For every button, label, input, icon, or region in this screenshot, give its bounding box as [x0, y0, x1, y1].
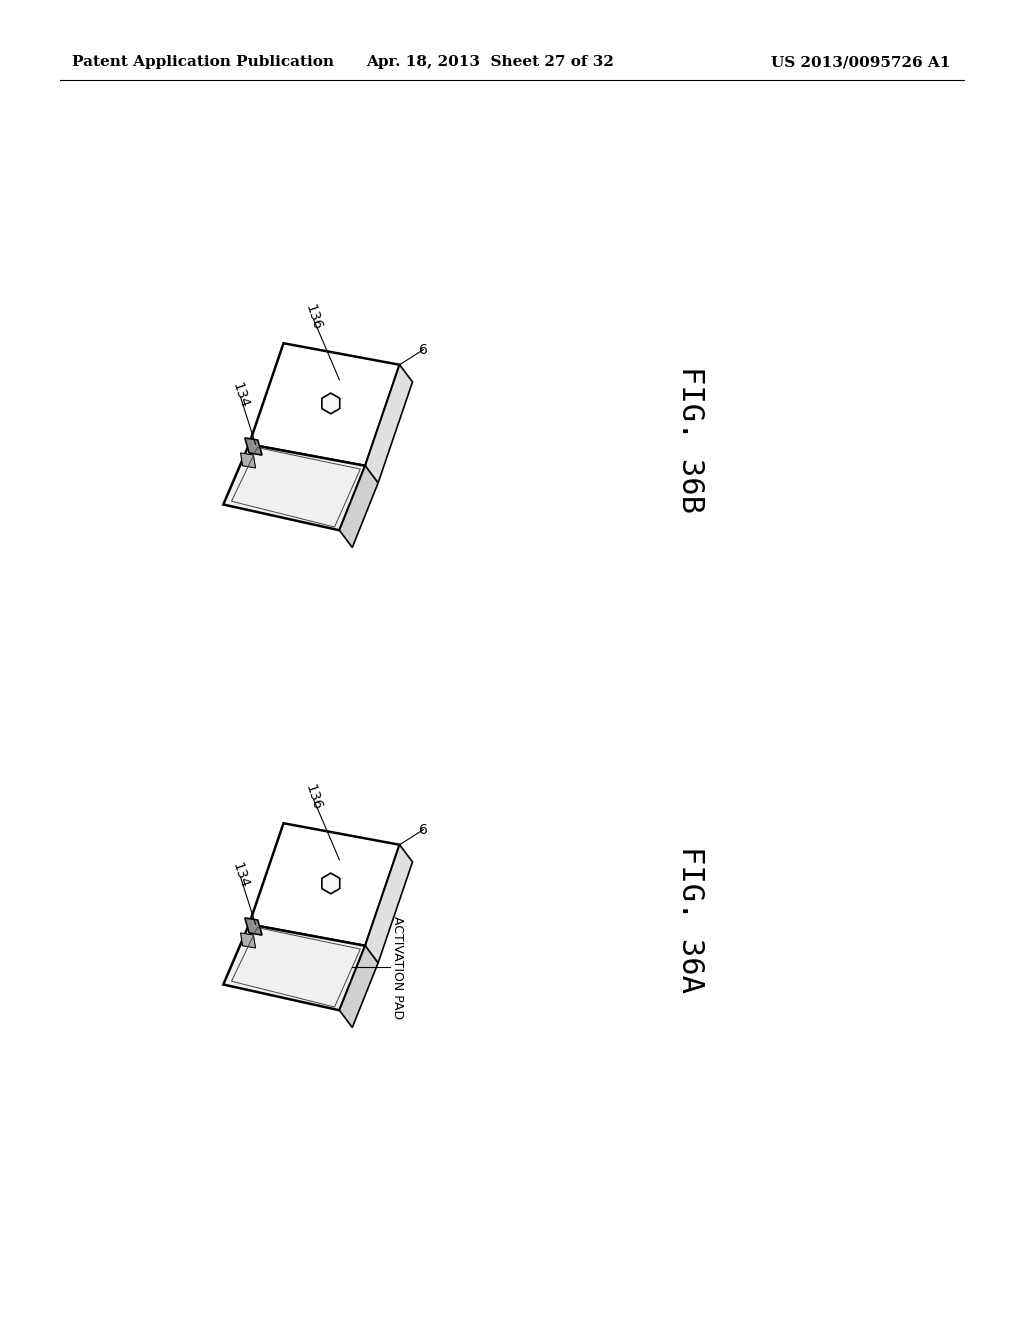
Text: 134: 134: [229, 861, 251, 890]
Polygon shape: [366, 845, 413, 964]
Polygon shape: [339, 946, 378, 1027]
Text: Apr. 18, 2013  Sheet 27 of 32: Apr. 18, 2013 Sheet 27 of 32: [366, 55, 614, 69]
Polygon shape: [322, 393, 340, 413]
Polygon shape: [339, 466, 378, 548]
Text: ACTIVATION PAD: ACTIVATION PAD: [391, 916, 403, 1019]
Polygon shape: [249, 824, 399, 946]
Polygon shape: [249, 343, 399, 466]
Text: 134: 134: [229, 380, 251, 409]
Text: FIG. 36B: FIG. 36B: [676, 367, 705, 513]
Text: 6: 6: [419, 343, 428, 356]
Text: 6: 6: [419, 822, 428, 837]
Polygon shape: [245, 917, 262, 935]
Text: 136: 136: [303, 783, 325, 812]
Polygon shape: [223, 924, 366, 1010]
Text: FIG. 36A: FIG. 36A: [676, 846, 705, 994]
Polygon shape: [223, 445, 366, 531]
Polygon shape: [241, 933, 256, 948]
Text: Patent Application Publication: Patent Application Publication: [72, 55, 334, 69]
Polygon shape: [322, 873, 340, 894]
Text: 136: 136: [303, 302, 325, 333]
Polygon shape: [241, 453, 256, 469]
Polygon shape: [245, 438, 262, 455]
Polygon shape: [366, 364, 413, 483]
Text: US 2013/0095726 A1: US 2013/0095726 A1: [771, 55, 950, 69]
